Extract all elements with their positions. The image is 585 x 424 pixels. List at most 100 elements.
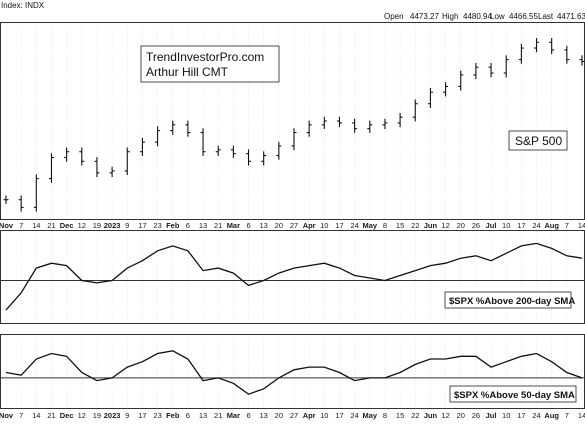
- high-label: High: [442, 12, 458, 21]
- sma200-gridlines: [5, 231, 583, 323]
- open-value: 4473.27: [410, 12, 439, 21]
- x-tick-label: 19: [93, 221, 101, 230]
- x-tick-label: Nov: [0, 221, 14, 230]
- price-bar: [579, 55, 585, 66]
- x-tick-label: 21: [47, 411, 55, 420]
- x-tick-label: Jun: [424, 411, 438, 420]
- x-tick-label: 10: [320, 411, 328, 420]
- price-bar: [155, 126, 161, 147]
- price-bar: [124, 147, 130, 176]
- x-tick-label: Dec: [60, 411, 74, 420]
- price-bar: [94, 157, 100, 178]
- x-tick-label: 24: [532, 411, 540, 420]
- price-bar: [139, 137, 145, 156]
- sma200-panel-frame: [0, 230, 585, 324]
- price-series-label-box: S&P 500: [508, 130, 568, 151]
- x-tick-label: 14: [32, 221, 40, 230]
- price-bar: [488, 63, 494, 78]
- x-axis-ticks-price: Nov 7 14 21 Dec 12 19 2023 9 17 23 Feb 6 13 21 Mar 6 13 20…: [0, 221, 585, 230]
- x-tick-label: 12: [441, 411, 449, 420]
- price-gridlines: [5, 23, 583, 219]
- price-bar: [473, 63, 479, 80]
- sma50-series-label-box: $SPX %Above 50-day SMA: [449, 385, 577, 403]
- price-bar: [549, 38, 555, 55]
- price-bar: [503, 55, 509, 78]
- open-label: Open: [384, 12, 404, 21]
- x-tick-label: 12: [78, 411, 86, 420]
- x-tick-label: Feb: [166, 221, 180, 230]
- x-tick-label: Jul: [486, 411, 497, 420]
- x-axis-ticks-bottom: Nov 7 14 21 Dec 12 19 2023 9 17 23 Feb 6 13 21 Mar 6 13 20…: [0, 411, 585, 420]
- x-tick-label: 22: [411, 221, 419, 230]
- x-tick-label: Jul: [486, 221, 497, 230]
- x-tick-label: May: [362, 411, 377, 420]
- sma200-series-line: [5, 242, 583, 311]
- x-tick-label: Feb: [166, 411, 180, 420]
- x-tick-label: 17: [335, 411, 343, 420]
- price-bar: [185, 120, 191, 137]
- x-tick-label: 7: [565, 411, 569, 420]
- x-tick-label: 2023: [104, 411, 121, 420]
- price-panel-frame: [0, 22, 585, 220]
- x-tick-label: Apr: [303, 411, 316, 420]
- price-bar: [33, 174, 39, 212]
- x-tick-label: 10: [320, 221, 328, 230]
- price-bar: [458, 70, 464, 91]
- x-tick-label: 21: [214, 221, 222, 230]
- price-bar: [336, 116, 342, 128]
- x-tick-label: 6: [186, 411, 190, 420]
- chart-title: Index: INDX: [1, 1, 45, 10]
- x-tick-label: 13: [260, 221, 268, 230]
- x-tick-label: 6: [246, 411, 250, 420]
- last-value: 4471.63: [557, 12, 585, 21]
- x-tick-label: 17: [335, 221, 343, 230]
- x-tick-label: 10: [502, 221, 510, 230]
- price-bar: [382, 118, 388, 130]
- x-tick-label: 26: [472, 221, 480, 230]
- x-tick-label: 2023: [104, 221, 121, 230]
- x-tick-label: 9: [125, 411, 129, 420]
- sma200-series-label-box: $SPX %Above 200-day SMA: [444, 291, 575, 309]
- price-bar: [79, 147, 85, 166]
- price-bar: [397, 112, 403, 128]
- x-tick-label: 17: [138, 221, 146, 230]
- x-tick-label: Mar: [227, 411, 240, 420]
- x-tick-label: 7: [565, 221, 569, 230]
- x-tick-label: 15: [396, 221, 404, 230]
- x-tick-label: 12: [78, 221, 86, 230]
- price-bar: [427, 87, 433, 108]
- price-bar: [412, 99, 418, 122]
- price-bar: [291, 128, 297, 151]
- price-series-label: S&P 500: [515, 134, 562, 148]
- sma50-series-label: $SPX %Above 50-day SMA: [454, 390, 575, 401]
- price-bar: [564, 45, 570, 64]
- x-tick-label: 20: [275, 221, 283, 230]
- x-tick-label: 20: [275, 411, 283, 420]
- price-bar: [367, 120, 373, 133]
- x-tick-label: 9: [125, 221, 129, 230]
- price-bar: [246, 149, 252, 166]
- x-tick-label: 12: [441, 221, 449, 230]
- sma200-series-label: $SPX %Above 200-day SMA: [449, 296, 575, 307]
- x-tick-label: Jun: [424, 221, 438, 230]
- x-tick-label: 24: [350, 221, 358, 230]
- x-tick-label: 23: [153, 221, 161, 230]
- x-tick-label: Apr: [303, 221, 316, 230]
- x-tick-label: 20: [457, 221, 465, 230]
- price-bar: [170, 120, 176, 135]
- x-tick-label: 17: [138, 411, 146, 420]
- credit-line-1: TrendInvestorPro.com: [146, 50, 264, 64]
- price-bar: [261, 151, 267, 166]
- price-bar: [518, 43, 524, 64]
- price-bar: [64, 147, 70, 162]
- x-tick-label: 7: [19, 221, 23, 230]
- x-tick-label: 21: [47, 221, 55, 230]
- low-label: Low: [490, 12, 505, 21]
- x-tick-label: Dec: [60, 221, 74, 230]
- high-value: 4480.94: [463, 12, 492, 21]
- x-tick-label: 8: [383, 411, 387, 420]
- x-tick-label: 15: [396, 411, 404, 420]
- x-tick-label: 26: [472, 411, 480, 420]
- price-bar: [3, 195, 9, 204]
